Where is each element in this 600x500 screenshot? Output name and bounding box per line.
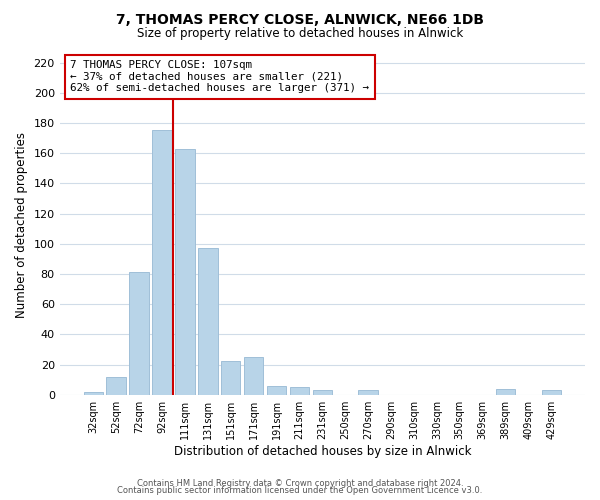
Bar: [496, 388, 515, 394]
Y-axis label: Number of detached properties: Number of detached properties: [15, 132, 28, 318]
Text: Contains HM Land Registry data © Crown copyright and database right 2024.: Contains HM Land Registry data © Crown c…: [137, 478, 463, 488]
Text: 7, THOMAS PERCY CLOSE, ALNWICK, NE66 1DB: 7, THOMAS PERCY CLOSE, ALNWICK, NE66 1DB: [116, 12, 484, 26]
Bar: [290, 387, 309, 394]
Bar: [152, 130, 172, 394]
Bar: [267, 386, 286, 394]
Bar: [106, 376, 126, 394]
Text: Contains public sector information licensed under the Open Government Licence v3: Contains public sector information licen…: [118, 486, 482, 495]
Bar: [130, 272, 149, 394]
Bar: [358, 390, 378, 394]
Text: 7 THOMAS PERCY CLOSE: 107sqm
← 37% of detached houses are smaller (221)
62% of s: 7 THOMAS PERCY CLOSE: 107sqm ← 37% of de…: [70, 60, 369, 94]
Bar: [175, 148, 194, 394]
Bar: [83, 392, 103, 394]
Bar: [313, 390, 332, 394]
X-axis label: Distribution of detached houses by size in Alnwick: Distribution of detached houses by size …: [173, 444, 471, 458]
Text: Size of property relative to detached houses in Alnwick: Size of property relative to detached ho…: [137, 28, 463, 40]
Bar: [198, 248, 218, 394]
Bar: [542, 390, 561, 394]
Bar: [244, 357, 263, 395]
Bar: [221, 362, 241, 394]
